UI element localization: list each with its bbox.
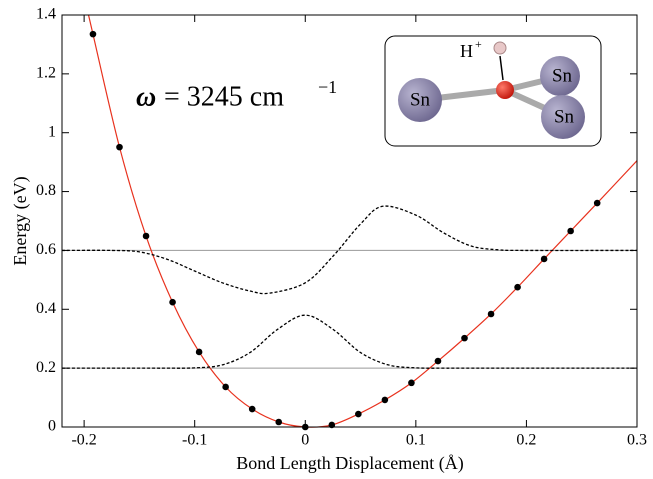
arrow	[499, 55, 504, 81]
sn-atom	[398, 78, 442, 122]
data-point	[593, 199, 601, 207]
x-tick-label: 0.1	[406, 432, 426, 449]
h-atom	[493, 41, 507, 55]
y-tick-label: 0.6	[36, 241, 56, 258]
sn-atom	[540, 56, 580, 96]
data-point	[514, 283, 521, 291]
charge-label: +	[475, 37, 482, 51]
data-point	[195, 348, 203, 356]
y-tick-label: 1.4	[36, 6, 56, 23]
x-tick-label: 0	[301, 432, 309, 449]
atom-label: Sn	[410, 89, 431, 110]
inset: H + Sn Sn Sn	[384, 35, 602, 147]
data-point	[461, 334, 468, 342]
wavefunction	[61, 205, 638, 295]
sn-atom	[541, 95, 585, 139]
data-point	[89, 30, 97, 38]
data-point	[540, 255, 548, 263]
data-point	[142, 232, 150, 240]
y-tick-label: 1	[48, 123, 56, 140]
annotation-text: = 3245 cm	[164, 81, 284, 112]
data-point	[567, 227, 574, 235]
wavefunction	[61, 314, 637, 369]
atom-label: Sn	[552, 65, 573, 86]
data-point	[116, 143, 123, 151]
x-tick-label: 0.2	[516, 432, 536, 449]
x-axis-label: Bond Length Displacement (Å)	[236, 453, 463, 474]
y-tick-label: 0.8	[36, 182, 56, 199]
atom-label: Sn	[554, 106, 575, 127]
data-point	[275, 418, 283, 426]
annotation-superscript: −1	[318, 77, 337, 97]
x-tick-label: 0.3	[627, 432, 647, 449]
y-tick-label: 1.2	[36, 65, 56, 82]
omega-symbol: ω	[136, 81, 156, 112]
y-axis-label: Energy (eV)	[10, 176, 31, 265]
o-atom	[496, 81, 514, 99]
y-tick-label: 0.4	[36, 300, 56, 317]
data-point	[355, 410, 362, 418]
data-point	[487, 310, 495, 318]
data-point	[434, 357, 442, 365]
data-point	[408, 379, 415, 387]
data-point	[248, 405, 256, 413]
y-tick-label: 0	[48, 418, 56, 435]
data-point	[381, 396, 389, 404]
plot-frame	[61, 14, 638, 428]
x-tick-label: -0.1	[182, 432, 207, 449]
x-tick-label: -0.2	[71, 432, 96, 449]
y-tick-label: 0.2	[36, 359, 56, 376]
data-point	[169, 298, 176, 306]
annotation: ω = 3245 cm −1	[136, 77, 337, 112]
proton-label: H	[460, 41, 473, 61]
data-point	[222, 383, 229, 391]
